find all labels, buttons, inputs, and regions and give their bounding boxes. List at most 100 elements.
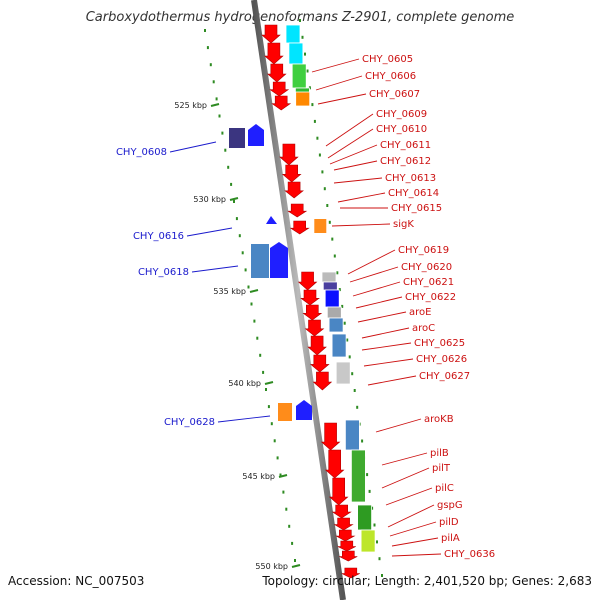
label-leader [186, 227, 233, 237]
forward-gene-arrow [269, 81, 290, 97]
gene-label-CHY_0636: CHY_0636 [444, 549, 495, 560]
forward-gene-arrow [341, 567, 360, 579]
forward-gene-arrow [304, 319, 325, 337]
scale-tick-label: 530 kbp [193, 195, 226, 204]
guide-dot [206, 46, 209, 50]
guide-dot [215, 97, 218, 101]
guide-dot [279, 473, 282, 477]
forward-gene-arrow [324, 449, 345, 479]
label-leader [363, 358, 414, 367]
cds-track-block [357, 504, 373, 531]
reverse-gene-arrow [266, 216, 277, 224]
scale-tick [210, 103, 220, 107]
forward-gene-arrow [267, 63, 287, 83]
forward-gene-arrow [264, 42, 284, 65]
cds-track-block [288, 42, 304, 65]
guide-dot [209, 63, 212, 67]
forward-gene-arrow [335, 529, 356, 542]
cds-track-block [344, 419, 360, 451]
gene-label-CHY_0619: CHY_0619 [398, 245, 449, 256]
dotted-guides [204, 19, 383, 577]
label-leader [387, 504, 435, 528]
guide-dot [381, 574, 383, 577]
guide-dot [259, 353, 262, 357]
guide-dot [331, 237, 334, 241]
guide-dot [235, 217, 238, 221]
scale-tick [264, 381, 274, 385]
label-leader [385, 487, 433, 506]
gene-label-CHY_0607: CHY_0607 [369, 89, 420, 100]
label-leader [375, 418, 422, 433]
forward-gene-arrow [320, 422, 341, 451]
forward-gene-arrow [261, 24, 281, 44]
gene-label-pilD: pilD [439, 517, 459, 528]
gene-label-CHY_0613: CHY_0613 [385, 173, 436, 184]
guide-dot [366, 473, 369, 477]
label-leader [315, 75, 363, 91]
guide-dot [316, 136, 319, 140]
label-leader [311, 58, 360, 73]
guide-dot [341, 304, 344, 308]
cds-track-block [291, 63, 307, 89]
guide-dot [224, 148, 227, 152]
guide-dot [328, 220, 331, 224]
cds-track-block [360, 529, 376, 553]
gene-label-CHY_0615: CHY_0615 [391, 203, 442, 214]
guide-dot [308, 86, 311, 90]
guide-dot [238, 234, 241, 238]
guide-dot [221, 131, 224, 135]
guide-dot [299, 19, 301, 22]
label-leader [347, 249, 396, 275]
scale-ticks: 525 kbp 530 kbp 535 kbp 540 kbp 545 kbp 550 k… [174, 101, 301, 571]
gene-label-CHY_0625: CHY_0625 [414, 338, 465, 349]
cds-track-block [321, 271, 337, 283]
cds-track-block [314, 219, 327, 233]
guide-dot [338, 288, 341, 292]
cds-track-block [322, 281, 338, 291]
guide-dot [241, 251, 244, 255]
gene-label-CHY_0627: CHY_0627 [419, 371, 470, 382]
gene-label-CHY_0612: CHY_0612 [380, 156, 431, 167]
gene-label-CHY_0620: CHY_0620 [401, 262, 452, 273]
label-leader [352, 281, 401, 297]
label-leader [381, 452, 428, 466]
reverse-gene-arrow [248, 124, 264, 146]
gene-label-CHY_0609: CHY_0609 [376, 109, 427, 120]
guide-dot [361, 439, 364, 443]
gene-labels: CHY_0605 CHY_0606 CHY_0607 CHY_0609 CHY_0610… [116, 54, 495, 560]
guide-dot [353, 389, 356, 392]
gene-label-aroC: aroC [412, 323, 435, 334]
label-leader [381, 467, 430, 489]
scale-tick [229, 197, 239, 201]
cds-track-block [326, 306, 342, 319]
gene-label-CHY_0608: CHY_0608 [116, 147, 167, 158]
guide-dot [321, 170, 324, 174]
forward-gene-arrow [287, 203, 308, 218]
gene-label-aroKB: aroKB [424, 414, 454, 425]
guide-dot [276, 456, 279, 460]
guide-dot [218, 114, 221, 118]
guide-dot [294, 559, 296, 562]
guide-dot [348, 355, 351, 359]
gene-label-aroE: aroE [409, 307, 431, 318]
gene-arrows [229, 24, 360, 579]
accession-text: Accession: NC_007503 [8, 574, 145, 588]
forward-gene-arrow [333, 517, 354, 531]
guide-dot [313, 119, 316, 123]
guide-dot [273, 439, 276, 443]
forward-gene-arrow [289, 220, 310, 235]
gene-label-pilC: pilC [435, 483, 454, 494]
label-leader [367, 375, 417, 386]
label-leader [329, 144, 378, 165]
forward-gene-arrow [312, 371, 333, 391]
guide-dot [256, 336, 259, 340]
label-leader [389, 521, 437, 537]
cds-track-block [350, 449, 366, 503]
forward-gene-arrow [284, 181, 304, 199]
guide-dot [270, 422, 273, 426]
label-leader [333, 160, 378, 171]
forward-gene-arrow [309, 354, 330, 373]
scale-tick [249, 289, 259, 293]
reverse-gene-arrow [296, 400, 312, 420]
reverse-gene-block [278, 403, 292, 421]
